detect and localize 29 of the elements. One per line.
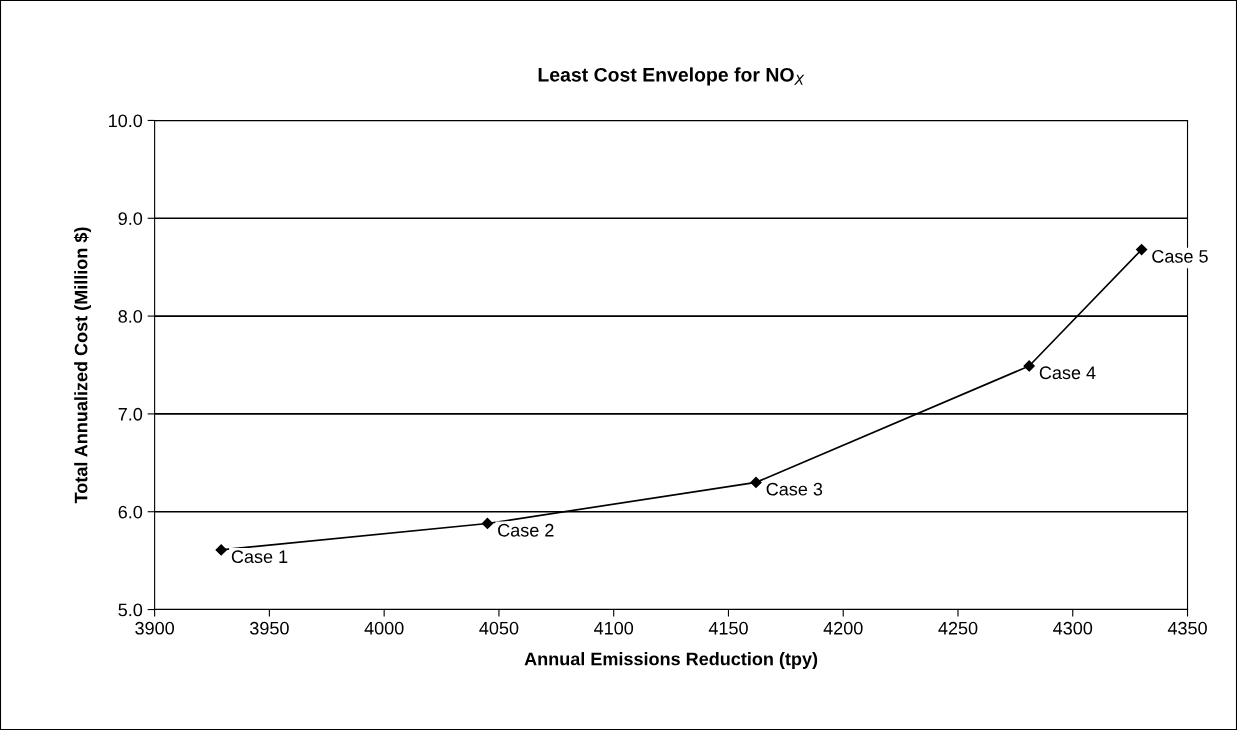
y-tick-label: 8.0 [118,310,143,323]
x-tick-label: 4250 [938,621,978,635]
chart-title: Least Cost Envelope for NO$_{X}$ [538,67,805,86]
annotation: Case 4 [1039,366,1096,380]
point [1023,360,1035,372]
annotation: Case 2 [498,523,554,537]
annotation: Case 3 [766,482,823,496]
x-axis-title: Annual Emissions Reduction (tpy) [524,652,818,669]
y-tick-label: 10.0 [109,114,143,128]
x-tick-label: 4050 [479,621,519,635]
y-axis-title: Total Annualized Cost (Million $) [73,227,92,504]
x-tick-label: 4200 [823,621,863,635]
x-tick-label: 3950 [250,621,289,635]
x-tick-label: 4100 [594,621,634,635]
annotation: Case 1 [231,550,288,564]
annotation: Case 5 [1152,249,1208,263]
x-tick-label: 4000 [364,621,404,635]
point [750,476,762,488]
point [215,544,227,556]
y-tick-label: 9.0 [118,212,143,225]
y-tick-label: 5.0 [118,603,143,617]
x-tick-label: 4150 [708,621,748,635]
x-tick-label: 4350 [1167,621,1207,635]
y-tick-label: 6.0 [118,505,143,519]
x-tick-label: 4300 [1053,621,1093,635]
point [1136,243,1148,256]
y-tick-label: 7.0 [118,407,143,421]
x-tick-label: 3900 [135,621,174,635]
point [481,517,494,530]
